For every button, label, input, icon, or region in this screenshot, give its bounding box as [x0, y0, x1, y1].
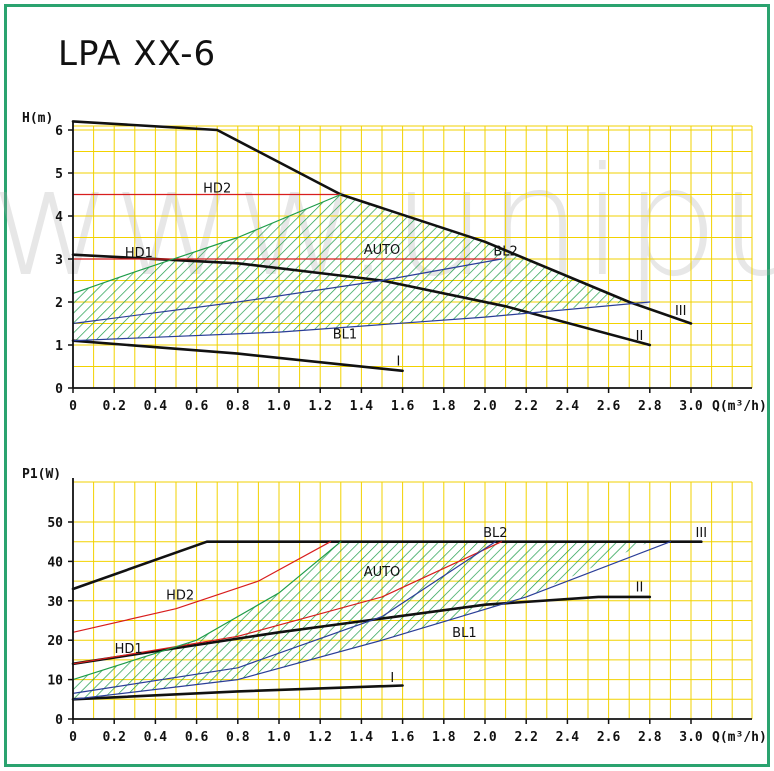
series-label-auto: AUTO — [364, 243, 401, 258]
y-axis-label: P1(W) — [22, 467, 61, 482]
x-tick-label: 3.0 — [679, 399, 703, 414]
series-label-auto: AUTO — [364, 565, 401, 580]
y-tick-label: 50 — [47, 516, 63, 531]
series-line-auto — [72, 193, 342, 294]
series-line-hd1 — [72, 541, 503, 665]
x-tick-label: 1.4 — [350, 399, 374, 414]
series-label-iii: III — [675, 304, 687, 319]
y-tick-label: 40 — [47, 555, 63, 570]
x-tick-label: 1.8 — [432, 730, 456, 745]
x-tick-label: 3.0 — [679, 730, 703, 745]
series-line-iii — [71, 540, 703, 591]
power-grid — [72, 481, 753, 720]
series-line-bl1 — [72, 301, 651, 342]
x-tick-label: 1.4 — [350, 730, 374, 745]
y-tick-label: 4 — [55, 210, 63, 225]
series-label-ii: II — [636, 581, 644, 596]
x-tick-label: 2.0 — [473, 399, 497, 414]
series-line-auto — [72, 541, 342, 681]
y-tick-label: 30 — [47, 595, 63, 610]
series-label-hd1: HD1 — [115, 642, 143, 657]
x-tick-label: 2.6 — [597, 399, 621, 414]
x-tick-label: 0.2 — [102, 730, 125, 745]
y-tick-label: 20 — [47, 634, 63, 649]
series-label-hd1: HD1 — [125, 246, 153, 261]
y-tick-label: 3 — [55, 253, 63, 268]
x-tick-label: 1.0 — [267, 730, 291, 745]
series-label-hd2: HD2 — [166, 589, 194, 604]
series-label-bl1: BL1 — [333, 328, 357, 343]
series-line-i — [71, 339, 404, 373]
series-line-i — [71, 684, 404, 701]
x-axis-label: Q(m³/h) — [712, 730, 767, 745]
y-tick-label: 0 — [55, 713, 63, 728]
x-tick-label: 1.6 — [391, 399, 415, 414]
x-tick-label: 0 — [69, 730, 77, 745]
x-axis-label: Q(m³/h) — [712, 399, 767, 414]
series-line-ii — [71, 595, 652, 666]
series-label-i: I — [397, 355, 401, 370]
page-title: LPA XX-6 — [58, 34, 217, 74]
x-tick-label: 0.8 — [226, 730, 250, 745]
x-tick-label: 1.2 — [308, 730, 331, 745]
x-tick-label: 0.2 — [102, 399, 125, 414]
x-tick-label: 2.4 — [556, 730, 580, 745]
x-tick-label: 0 — [69, 399, 77, 414]
x-tick-label: 1.8 — [432, 399, 456, 414]
series-label-iii: III — [696, 526, 708, 541]
series-label-bl1: BL1 — [452, 626, 476, 641]
y-axis-label: H(m) — [22, 111, 53, 126]
y-tick-label: 0 — [55, 382, 63, 397]
series-label-hd2: HD2 — [203, 181, 231, 196]
x-tick-label: 2.2 — [514, 399, 537, 414]
y-tick-label: 5 — [55, 167, 63, 182]
x-tick-label: 2.6 — [597, 730, 621, 745]
x-tick-label: 2.0 — [473, 730, 497, 745]
series-line-bl2 — [72, 541, 496, 695]
series-label-bl2: BL2 — [493, 245, 517, 260]
series-line-iii — [71, 120, 693, 325]
series-label-bl2: BL2 — [483, 526, 507, 541]
x-tick-label: 1.0 — [267, 399, 291, 414]
series-label-ii: II — [636, 329, 644, 344]
x-tick-label: 1.6 — [391, 730, 415, 745]
x-tick-label: 2.2 — [514, 730, 537, 745]
y-tick-label: 6 — [55, 124, 63, 139]
x-tick-label: 0.6 — [185, 399, 209, 414]
x-tick-label: 0.4 — [144, 399, 168, 414]
x-tick-label: 1.2 — [308, 399, 331, 414]
x-tick-label: 0.8 — [226, 399, 250, 414]
series-label-i: I — [390, 671, 394, 686]
y-tick-label: 10 — [47, 674, 63, 689]
x-tick-label: 0.4 — [144, 730, 168, 745]
x-tick-label: 0.6 — [185, 730, 209, 745]
y-tick-label: 2 — [55, 296, 63, 311]
y-tick-label: 1 — [55, 339, 63, 354]
series-line-hd2 — [72, 541, 332, 633]
series-line-bl2 — [72, 258, 503, 325]
x-tick-label: 2.8 — [638, 399, 662, 414]
x-tick-label: 2.8 — [638, 730, 662, 745]
series-line-bl1 — [72, 541, 672, 700]
x-tick-label: 2.4 — [556, 399, 580, 414]
